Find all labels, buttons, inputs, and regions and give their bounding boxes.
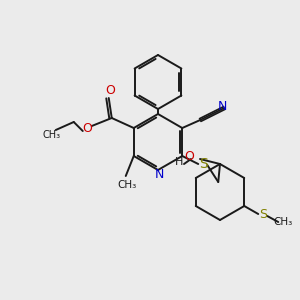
Text: S: S	[199, 157, 208, 171]
Text: S: S	[259, 208, 267, 221]
Text: H: H	[175, 157, 183, 167]
Text: O: O	[105, 83, 115, 97]
Text: CH₃: CH₃	[274, 217, 293, 227]
Text: O: O	[82, 122, 92, 134]
Text: N: N	[218, 100, 227, 113]
Text: CH₃: CH₃	[43, 130, 61, 140]
Text: N: N	[154, 169, 164, 182]
Text: O: O	[184, 149, 194, 163]
Text: CH₃: CH₃	[117, 180, 136, 190]
